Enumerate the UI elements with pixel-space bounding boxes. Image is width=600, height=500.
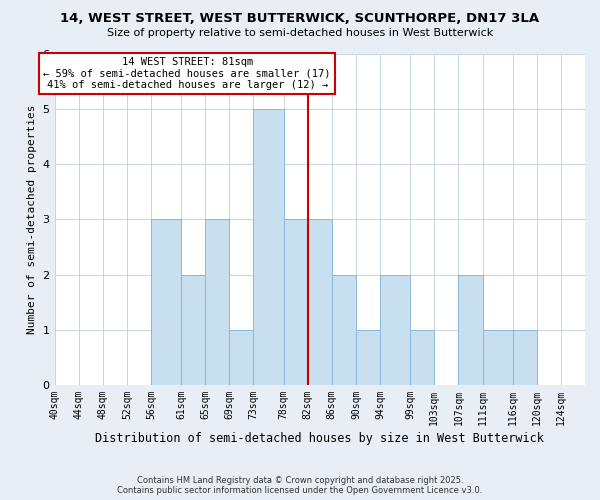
Text: 14 WEST STREET: 81sqm
← 59% of semi-detached houses are smaller (17)
41% of semi: 14 WEST STREET: 81sqm ← 59% of semi-deta… (43, 57, 331, 90)
Bar (356, 330, 380, 385)
Bar (253, 109, 284, 385)
Text: Size of property relative to semi-detached houses in West Butterwick: Size of property relative to semi-detach… (107, 28, 493, 38)
X-axis label: Distribution of semi-detached houses by size in West Butterwick: Distribution of semi-detached houses by … (95, 432, 544, 445)
Bar (482, 330, 512, 385)
Bar (512, 330, 537, 385)
Text: Contains HM Land Registry data © Crown copyright and database right 2025.
Contai: Contains HM Land Registry data © Crown c… (118, 476, 482, 495)
Bar (308, 220, 332, 385)
Text: 14, WEST STREET, WEST BUTTERWICK, SCUNTHORPE, DN17 3LA: 14, WEST STREET, WEST BUTTERWICK, SCUNTH… (61, 12, 539, 24)
Bar (458, 274, 482, 385)
Bar (151, 220, 181, 385)
Y-axis label: Number of semi-detached properties: Number of semi-detached properties (27, 104, 37, 334)
Bar (205, 220, 229, 385)
Bar (284, 220, 308, 385)
Bar (229, 330, 253, 385)
Bar (380, 274, 410, 385)
Bar (410, 330, 434, 385)
Bar (332, 274, 356, 385)
Bar (181, 274, 205, 385)
